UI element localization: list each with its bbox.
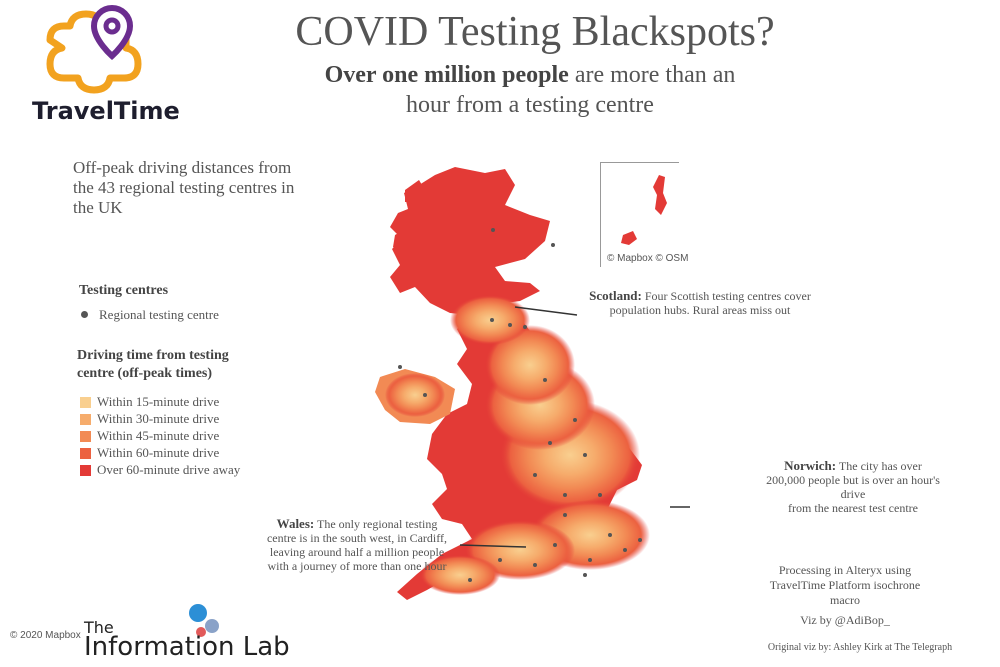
legend-drive-title-l1: Driving time from testing	[77, 348, 229, 363]
annotation-scotland: Scotland: Four Scottish testing centres …	[580, 288, 820, 318]
page-subtitle: Over one million people are more than an…	[250, 60, 810, 120]
traveltime-logo: TravelTime	[30, 0, 180, 130]
map-island-west-1	[393, 229, 411, 253]
wales-l1: The only regional testing	[317, 517, 438, 531]
legend-swatch	[80, 448, 91, 459]
inset-attribution: © Mapbox © OSM	[607, 253, 689, 264]
map-island-west-2	[405, 180, 425, 202]
wales-l4: with a journey of more than one hour	[267, 559, 447, 573]
traveltime-logo-mark	[46, 4, 142, 94]
information-lab-name: Information Lab	[84, 632, 290, 662]
mapbox-attribution: © 2020 Mapbox	[10, 630, 81, 641]
page-title: COVID Testing Blackspots?	[295, 9, 775, 55]
norwich-l4: from the nearest test centre	[788, 501, 918, 515]
scotland-l2: population hubs. Rural areas miss out	[609, 303, 791, 317]
map-scotland	[390, 167, 550, 315]
annotation-wales: Wales: The only regional testing centre …	[252, 516, 462, 574]
wales-leader	[459, 544, 527, 548]
map-inset: © Mapbox © OSM	[600, 162, 688, 267]
scotland-leader	[514, 306, 578, 316]
centre-dot-icon	[81, 311, 88, 318]
wales-l3: leaving around half a million people	[269, 545, 445, 559]
legend-swatch	[80, 414, 91, 425]
traveltime-logo-text: TravelTime	[32, 97, 180, 125]
legend-swatch	[80, 397, 91, 408]
processing-l3: macro	[830, 593, 860, 607]
wales-bold: Wales:	[276, 516, 315, 531]
legend-swatch	[80, 465, 91, 476]
norwich-l2: 200,000 people but is over an hour's	[766, 473, 940, 487]
subtitle-line2: hour from a testing centre	[406, 92, 654, 118]
legend-label: Within 60-minute drive	[97, 445, 220, 460]
scotland-l1: Four Scottish testing centres cover	[644, 289, 811, 303]
processing-l2: TravelTime Platform isochrone	[769, 578, 921, 592]
legend-drive-title-l2: centre (off-peak times)	[77, 366, 213, 381]
viz-by: Viz by @AdiBop_	[800, 613, 890, 627]
legend-label: Within 45-minute drive	[97, 428, 220, 443]
legend-centres-title: Testing centres	[79, 283, 169, 298]
processing-l1: Processing in Alteryx using	[778, 563, 912, 577]
legend-label: Within 30-minute drive	[97, 411, 220, 426]
map-description: Off-peak driving distances from the 43 r…	[73, 158, 295, 217]
uk-map	[375, 167, 690, 600]
legend-label: Over 60-minute drive away	[97, 462, 241, 477]
legend-swatch	[80, 431, 91, 442]
processing-credit: Processing in Alteryx using TravelTime P…	[750, 563, 940, 608]
legend-centre-item: Regional testing centre	[99, 307, 219, 322]
norwich-bold: Norwich:	[784, 458, 837, 473]
wales-l2: centre is in the south west, in Cardiff,	[266, 531, 448, 545]
information-lab-logo: The Information Lab	[84, 600, 290, 664]
information-lab-the: The	[84, 618, 114, 637]
legend-drive-title: Driving time from testing centre (off-pe…	[77, 347, 229, 383]
norwich-l1: The city has over	[838, 459, 922, 473]
information-lab-dots-icon	[189, 604, 219, 637]
annotation-norwich: Norwich: The city has over 200,000 peopl…	[738, 458, 968, 516]
subtitle-bold: Over one million people	[324, 62, 569, 88]
map-testing-centres	[398, 228, 642, 582]
subtitle-rest: are more than an	[574, 62, 736, 88]
norwich-l3: drive	[840, 487, 866, 501]
inset-islands	[621, 175, 667, 245]
legend-label: Within 15-minute drive	[97, 394, 220, 409]
original-credit: Original viz by: Ashley Kirk at The Tele…	[767, 642, 953, 653]
scotland-bold: Scotland:	[589, 288, 642, 303]
